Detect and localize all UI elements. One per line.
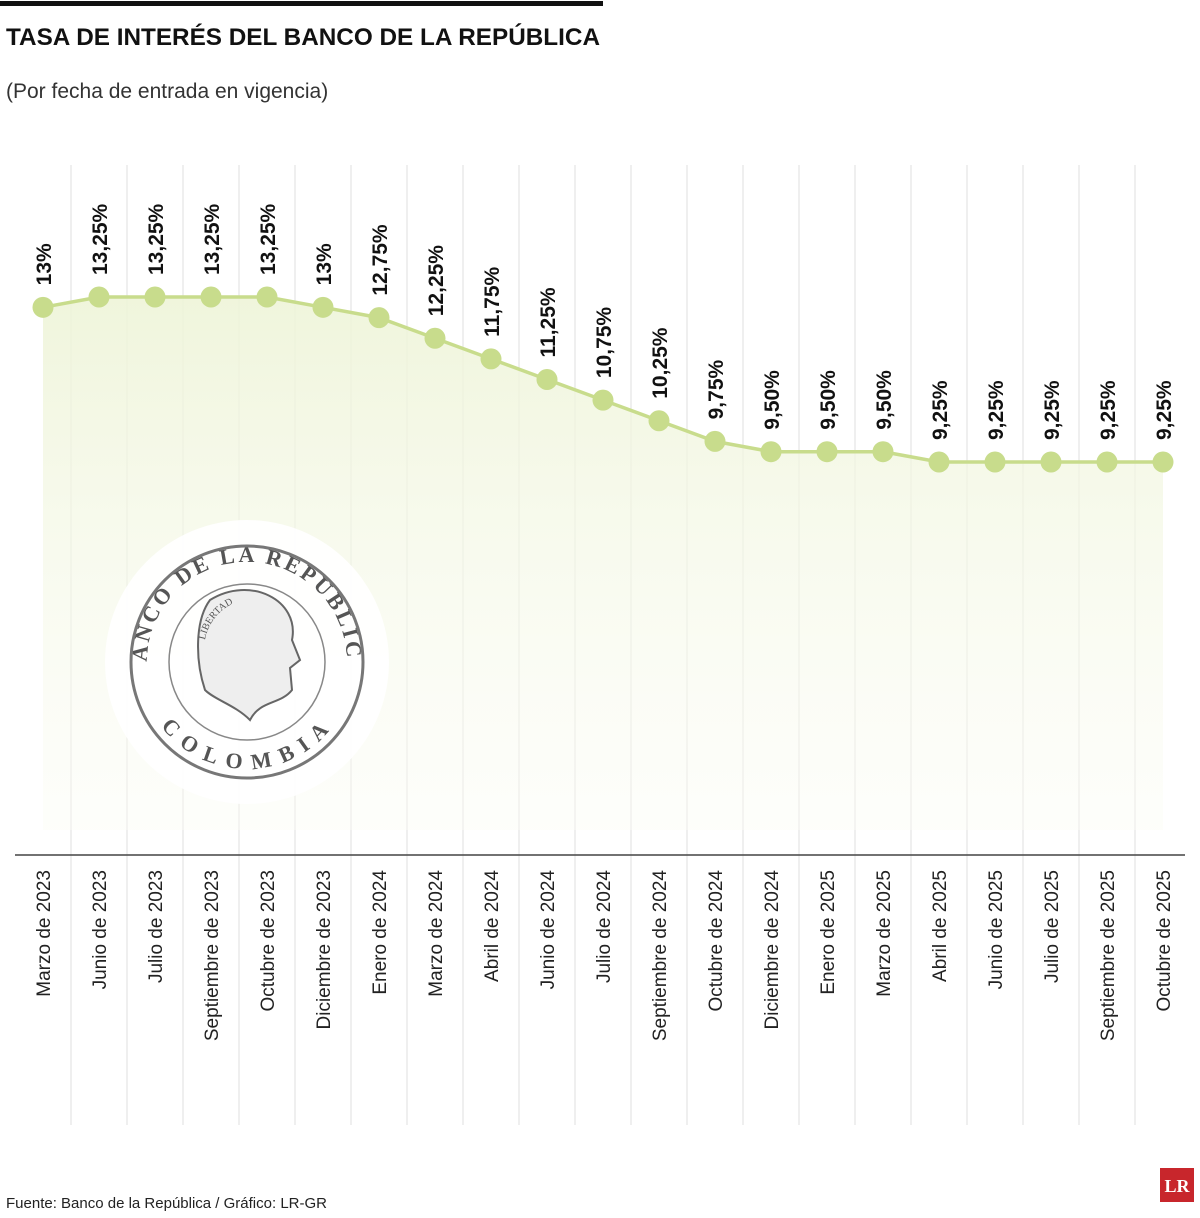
x-tick-label: Octubre de 2024 — [706, 870, 727, 1012]
value-label: 13% — [33, 243, 56, 285]
point — [32, 296, 54, 318]
point — [200, 286, 222, 308]
x-tick-label: Diciembre de 2023 — [314, 870, 335, 1029]
point — [480, 348, 502, 370]
title-bar — [0, 1, 603, 6]
x-tick-label: Junio de 2023 — [90, 870, 111, 989]
source: Fuente: Banco de la República / Gráfico:… — [6, 1195, 327, 1212]
value-label: 13,25% — [201, 203, 224, 275]
x-tick-label: Julio de 2025 — [1042, 870, 1063, 983]
point — [424, 327, 446, 349]
point — [536, 369, 558, 390]
x-tick-label: Abril de 2024 — [482, 870, 503, 982]
point — [1152, 451, 1174, 473]
value-label: 11,75% — [481, 266, 504, 336]
point — [816, 441, 838, 463]
value-label: 9,25% — [985, 380, 1008, 440]
value-label: 10,25% — [649, 327, 672, 399]
point — [928, 451, 950, 473]
point — [144, 286, 166, 308]
value-label: 13,25% — [145, 203, 168, 275]
value-label: 9,50% — [817, 370, 840, 430]
value-label: 9,25% — [1153, 380, 1176, 440]
point — [1040, 451, 1062, 473]
x-tick-label: Diciembre de 2024 — [762, 870, 783, 1030]
point — [592, 389, 614, 411]
point — [760, 441, 782, 463]
point — [704, 430, 726, 452]
point — [872, 441, 894, 463]
x-tick-label: Marzo de 2024 — [426, 870, 447, 997]
x-tick-label: Junio de 2025 — [986, 870, 1007, 989]
logo-inner-ring — [168, 583, 326, 741]
x-tick-label: Septiembre de 2023 — [202, 870, 223, 1041]
point — [648, 410, 670, 432]
chart-title: TASA DE INTERÉS DEL BANCO DE LA REPÚBLIC… — [6, 23, 600, 51]
x-tick-label: Marzo de 2025 — [874, 870, 895, 997]
value-label: 9,50% — [761, 370, 784, 430]
point — [312, 296, 334, 318]
brand: LR — [1164, 1176, 1190, 1196]
x-tick-label: Enero de 2024 — [370, 870, 391, 995]
value-label: 9,25% — [1041, 380, 1064, 440]
x-tick-label: Octubre de 2023 — [258, 870, 279, 1012]
x-tick-label: Abril de 2025 — [930, 870, 951, 982]
value-label: 13,25% — [257, 203, 280, 275]
value-label: 9,75% — [705, 360, 728, 420]
x-tick-label: Julio de 2024 — [594, 870, 615, 983]
x-tick-label: Octubre de 2025 — [1154, 870, 1175, 1012]
point — [368, 307, 390, 329]
value-label: 12,75% — [369, 224, 392, 296]
value-label: 9,50% — [873, 370, 896, 430]
point — [88, 286, 110, 308]
value-label: 9,25% — [1097, 380, 1120, 440]
chart-subtitle: (Por fecha de entrada en vigencia) — [6, 80, 328, 103]
x-tick-label: Septiembre de 2025 — [1098, 870, 1119, 1041]
x-tick-label: Enero de 2025 — [818, 870, 839, 995]
x-tick-label: Julio de 2023 — [146, 870, 167, 983]
value-label: 13% — [313, 243, 336, 285]
value-label: 13,25% — [89, 203, 112, 275]
value-label: 10,75% — [593, 307, 616, 379]
labels: 13% Marzo de 2023 13,25% Junio de 2023 13,25… — [33, 203, 1176, 1041]
brand-box — [1160, 1168, 1194, 1202]
value-label: 9,25% — [929, 380, 952, 440]
point — [1096, 451, 1118, 473]
point — [256, 286, 278, 308]
x-tick-label: Marzo de 2023 — [34, 870, 55, 997]
x-tick-label: Junio de 2024 — [538, 870, 559, 990]
logo-profile — [197, 589, 302, 722]
value-label: 12,25% — [425, 245, 448, 317]
logo-ring — [129, 544, 365, 780]
x-tick-label: Septiembre de 2024 — [650, 870, 671, 1042]
point — [984, 451, 1006, 473]
value-label: 11,25% — [537, 287, 560, 357]
